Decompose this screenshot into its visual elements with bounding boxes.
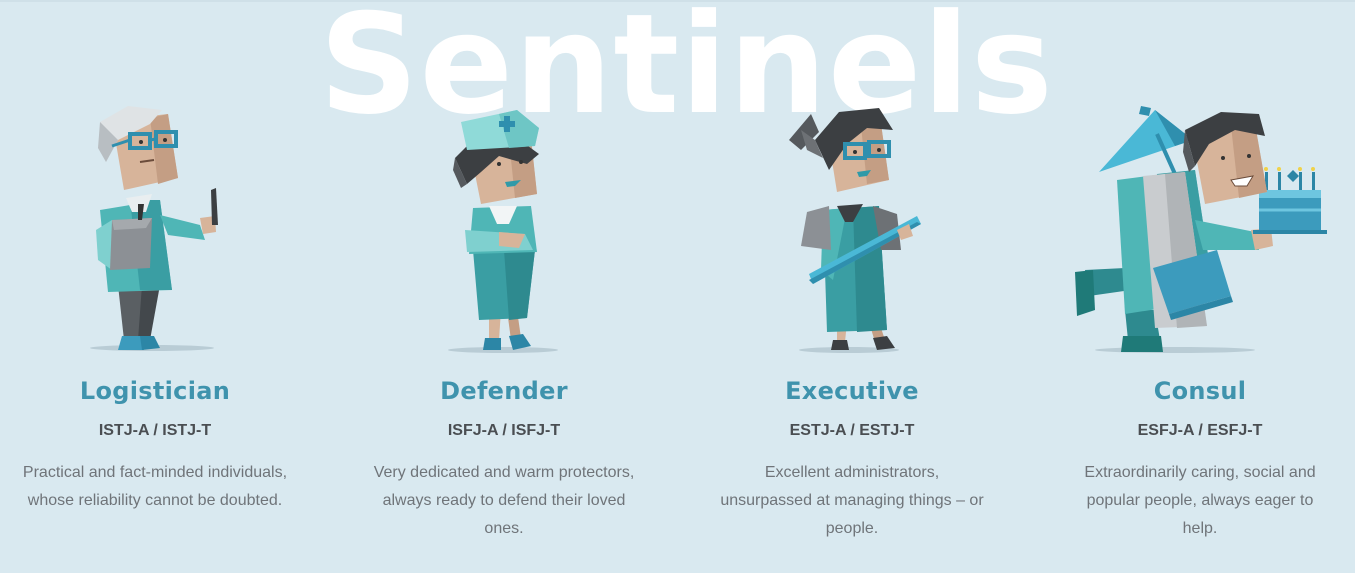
card-description-line: ones. (484, 520, 524, 537)
section-title-watermark: Sentinels (319, 0, 1054, 145)
top-divider (0, 0, 1355, 2)
defender-illustration (448, 110, 558, 353)
card-description: Very dedicated and warm protectors, alwa… (349, 459, 659, 543)
card-logistician[interactable]: Logistician ISTJ-A / ISTJ-T Practical an… (0, 0, 310, 573)
card-name[interactable]: Logistician (79, 377, 231, 405)
card-type-code: ISFJ-A / ISFJ-T (447, 422, 561, 439)
card-description-line: Practical and fact-minded individuals, (22, 464, 288, 481)
consul-illustration (1075, 106, 1327, 353)
logistician-illustration (90, 106, 218, 351)
card-description: Excellent administrators, unsurpassed at… (697, 459, 1007, 543)
card-executive[interactable]: Executive ESTJ-A / ESTJ-T Excellent admi… (697, 0, 1007, 573)
card-description-line: Excellent administrators, (764, 464, 940, 481)
card-type-code: ESFJ-A / ESFJ-T (1137, 422, 1263, 439)
card-description-line: Very dedicated and warm protectors, (373, 464, 635, 481)
card-description-line: always ready to defend their loved (382, 492, 626, 509)
card-description-line: whose reliability cannot be doubted. (27, 492, 283, 509)
card-name[interactable]: Consul (1153, 377, 1247, 405)
card-consul[interactable]: Consul ESFJ-A / ESFJ-T Extraordinarily c… (1045, 0, 1355, 573)
card-name[interactable]: Defender (440, 377, 568, 405)
card-description-line: unsurpassed at managing things – or (720, 492, 984, 509)
card-type-code: ISTJ-A / ISTJ-T (98, 422, 212, 439)
card-description: Extraordinarily caring, social and popul… (1045, 459, 1355, 543)
card-defender[interactable]: Defender ISFJ-A / ISFJ-T Very dedicated … (349, 0, 659, 573)
card-name[interactable]: Executive (785, 377, 919, 405)
card-description-line: Extraordinarily caring, social and (1084, 464, 1316, 481)
card-description-line: popular people, always eager to (1086, 492, 1314, 509)
card-type-code: ESTJ-A / ESTJ-T (789, 422, 915, 439)
card-description-line: people. (825, 520, 879, 537)
card-description-line: help. (1182, 520, 1218, 537)
card-description: Practical and fact-minded individuals, w… (0, 459, 310, 515)
executive-illustration (789, 108, 921, 353)
